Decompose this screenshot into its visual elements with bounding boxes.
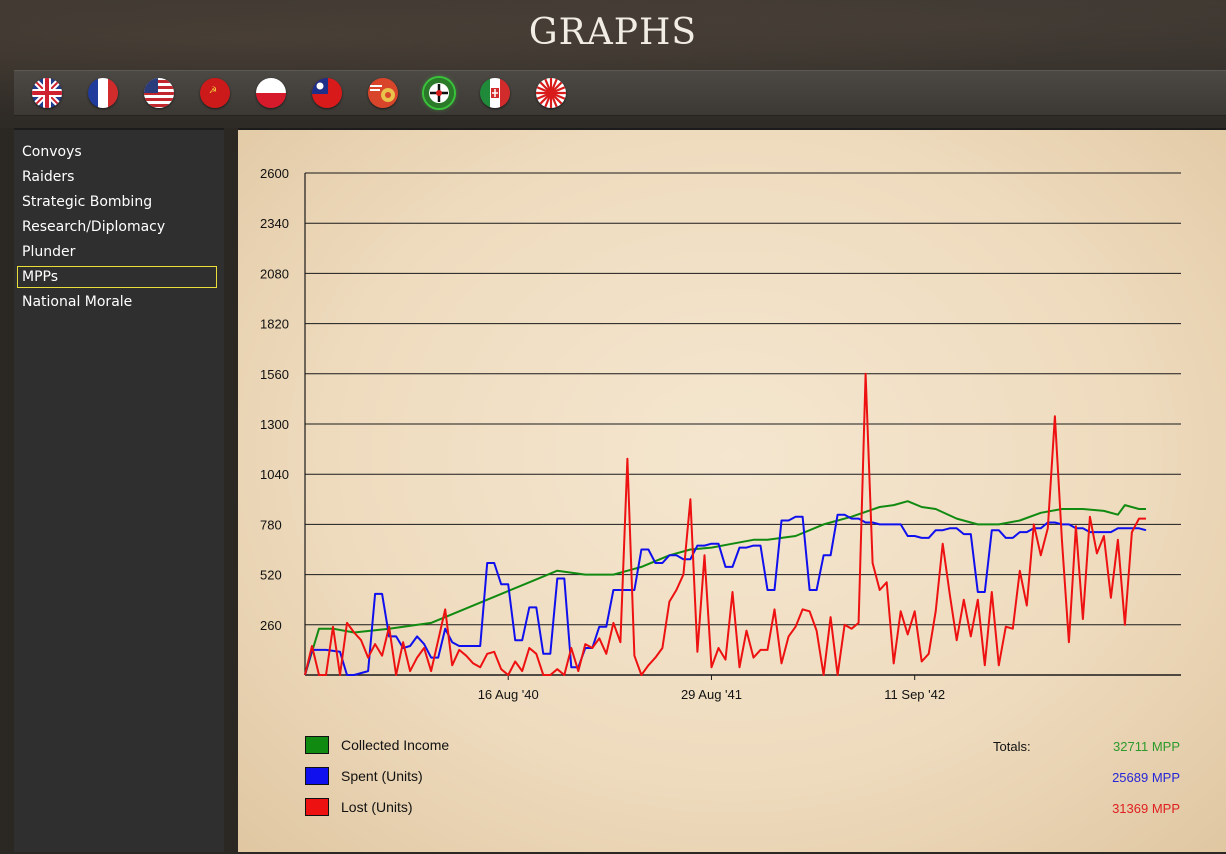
y-tick-label: 520 [260,568,282,583]
series-line-spent-units- [304,513,1147,676]
legend-swatch-lost-units [305,798,329,816]
sidebar-item-raiders[interactable]: Raiders [22,169,75,185]
series-line-collected-income [304,500,1146,676]
raf-roundel-icon[interactable] [368,78,398,108]
x-tick-label: 11 Sep '42 [884,687,945,702]
legend-swatch-spent-units [305,767,329,785]
japan-flag-icon[interactable] [536,78,566,108]
country-selector-bar: ☭ [14,70,1226,116]
selected-country-roundel-icon[interactable] [424,78,454,108]
y-tick-label: 780 [260,517,282,532]
uk-flag-icon[interactable] [32,78,62,108]
page-title: GRAPHS [528,12,698,53]
italy-flag-icon[interactable] [480,78,510,108]
y-tick-label: 1820 [260,317,289,332]
y-tick-label: 2340 [260,216,289,231]
legend-swatch-collected-income [305,736,329,754]
chart-panel: 260 520 780 1040 1300 1560 1820 2080 2340 2600 16 … [238,128,1226,852]
svg-text:☭: ☭ [209,86,217,96]
sidebar-item-convoys[interactable]: Convoys [22,144,82,160]
header-bar: GRAPHS ☭ [0,0,1226,128]
sidebar-item-mpps[interactable]: MPPs [17,266,217,288]
france-flag-icon[interactable] [88,78,118,108]
total-collected-income: 32711 MPP [1113,739,1180,754]
legend-label: Lost (Units) [341,799,413,815]
graph-category-sidebar: Convoys Raiders Strategic Bombing Research/… [14,128,224,852]
total-lost-units: 31369 MPP [1112,801,1180,816]
x-tick-label: 16 Aug '40 [478,687,539,702]
totals-label: Totals: [993,739,1031,754]
legend-label: Collected Income [341,737,450,753]
series-line-lost-units- [304,372,1146,676]
ussr-flag-icon[interactable]: ☭ [200,78,230,108]
y-tick-label: 260 [260,618,282,633]
total-spent-units: 25689 MPP [1112,770,1180,785]
poland-flag-icon[interactable] [256,78,286,108]
y-tick-label: 1300 [260,417,289,432]
usa-flag-icon[interactable] [144,78,174,108]
y-tick-label: 2600 [260,166,289,181]
legend-label: Spent (Units) [341,768,423,784]
y-tick-label: 1560 [260,367,289,382]
sidebar-item-plunder[interactable]: Plunder [22,244,76,260]
y-tick-label: 1040 [260,467,289,482]
mpp-line-chart: 260 520 780 1040 1300 1560 1820 2080 2340 2600 16 … [260,166,1181,702]
sidebar-item-strategic-bombing[interactable]: Strategic Bombing [22,194,153,210]
sidebar-item-national-morale[interactable]: National Morale [22,294,133,310]
sidebar-item-research-diplomacy[interactable]: Research/Diplomacy [22,219,166,235]
x-tick-label: 29 Aug '41 [681,687,742,702]
china-flag-icon[interactable] [312,78,342,108]
y-tick-label: 2080 [260,266,289,281]
